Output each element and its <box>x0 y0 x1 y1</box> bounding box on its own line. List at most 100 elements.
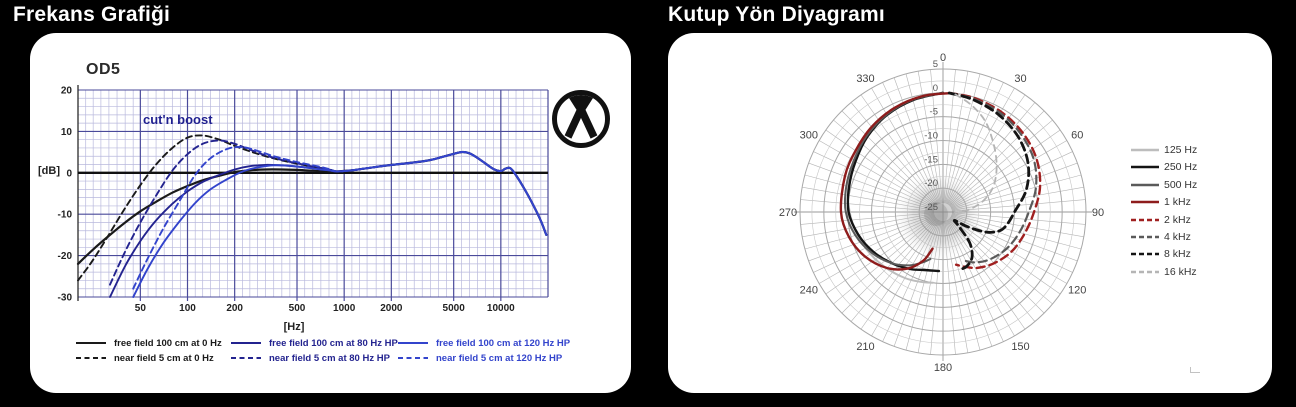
legend-item: 125 Hz <box>1130 143 1197 157</box>
svg-text:0: 0 <box>933 83 938 94</box>
dashed-line-swatch <box>231 357 261 359</box>
cut-n-boost-annotation: cut'n boost <box>143 112 213 127</box>
legend-label: 16 kHz <box>1164 265 1197 278</box>
svg-text:500: 500 <box>289 303 306 314</box>
austrian-audio-logo-icon <box>552 90 610 148</box>
polar-curve-8-khz <box>947 91 1031 271</box>
polar-curves <box>839 91 1042 284</box>
right-panel-title: Kutup Yön Diyagramı <box>668 3 885 26</box>
svg-text:270: 270 <box>779 207 797 219</box>
svg-text:5: 5 <box>933 59 938 70</box>
legend-label: 1 kHz <box>1164 196 1191 209</box>
solid-line-swatch <box>1131 148 1159 152</box>
center-watermark <box>892 169 986 263</box>
legend-label: near field 5 cm at 0 Hz <box>114 352 214 364</box>
legend-item: near field 5 cm at 120 Hz HP <box>397 352 562 364</box>
svg-text:330: 330 <box>856 73 874 85</box>
grid <box>77 85 549 301</box>
svg-text:30: 30 <box>1014 73 1026 85</box>
svg-text:-5: -5 <box>930 107 938 118</box>
legend-item: 2 kHz <box>1130 213 1191 227</box>
svg-text:180: 180 <box>934 362 952 374</box>
left-panel-title: Frekans Grafiği <box>13 3 171 26</box>
svg-text:150: 150 <box>1011 341 1029 353</box>
solid-line-swatch <box>1131 183 1159 186</box>
legend-item: 8 kHz <box>1130 247 1191 261</box>
frequency-chart-panel: 20 10 0 -10 -20 -30 50 100 200 500 1000 2000 5000 100… <box>30 33 631 393</box>
dashed-line-swatch <box>1131 270 1159 273</box>
curve-near-field-5-cm-at-80-hz-hp <box>109 139 548 286</box>
curves <box>76 134 548 298</box>
solid-line-swatch <box>1131 166 1159 169</box>
svg-text:-30: -30 <box>58 293 73 304</box>
dashed-line-swatch <box>1131 253 1159 256</box>
legend-label: 2 kHz <box>1164 213 1191 226</box>
polar-curve-4-khz <box>948 91 1038 264</box>
solid-line-swatch <box>1131 200 1159 204</box>
curve-near-field-5-cm-at-120-hz-hp <box>132 146 548 290</box>
legend-item: 16 kHz <box>1130 265 1197 279</box>
svg-text:0: 0 <box>940 52 946 64</box>
svg-text:-20: -20 <box>924 178 938 189</box>
legend-label: near field 5 cm at 80 Hz HP <box>269 352 390 364</box>
polar-pattern-panel: 0 30 60 90 120 150 180 210 240 270 300 330 5 0 -5 -10 -1… <box>668 33 1272 393</box>
svg-text:0: 0 <box>66 168 72 179</box>
radial-labels: 5 0 -5 -10 -15 -20 -25 <box>924 59 938 213</box>
polar-pattern-chart: 030609012015018021024027030033050-5-10-1… <box>779 52 1104 374</box>
solid-line-swatch <box>231 342 261 344</box>
svg-text:1000: 1000 <box>333 303 356 314</box>
svg-text:-25: -25 <box>924 202 938 213</box>
legend-item: 4 kHz <box>1130 230 1191 244</box>
svg-text:210: 210 <box>856 341 874 353</box>
legend-label: 125 Hz <box>1164 144 1198 156</box>
svg-text:90: 90 <box>1092 207 1104 219</box>
svg-text:120: 120 <box>1068 285 1086 297</box>
dashed-line-swatch <box>1131 218 1159 221</box>
svg-text:-20: -20 <box>58 251 73 262</box>
svg-text:200: 200 <box>226 303 243 314</box>
svg-text:-10: -10 <box>924 131 938 142</box>
legend-item: free field 100 cm at 80 Hz HP <box>230 337 398 349</box>
svg-text:10000: 10000 <box>487 303 515 314</box>
svg-text:100: 100 <box>179 303 196 314</box>
svg-text:60: 60 <box>1071 130 1083 142</box>
polar-curve-16-khz <box>954 93 998 214</box>
dashed-line-swatch <box>1131 235 1159 239</box>
polar-curve-1-khz <box>839 91 953 271</box>
dashed-line-swatch <box>398 357 428 359</box>
legend-label: free field 100 cm at 120 Hz HP <box>436 337 571 349</box>
svg-text:20: 20 <box>61 86 73 97</box>
chart-model-label: OD5 <box>86 61 121 78</box>
legend-item: free field 100 cm at 0 Hz <box>75 337 222 349</box>
solid-line-swatch <box>398 342 428 344</box>
svg-text:10: 10 <box>61 127 73 138</box>
legend-label: 500 Hz <box>1164 178 1198 191</box>
legend-label: free field 100 cm at 80 Hz HP <box>269 337 398 349</box>
svg-text:2000: 2000 <box>380 303 403 314</box>
polar-curve-2-khz <box>948 91 1042 270</box>
svg-text:50: 50 <box>135 303 147 314</box>
angle-labels: 0 30 60 90 120 150 180 210 240 270 300 330 <box>779 52 1104 374</box>
legend-label: 4 kHz <box>1164 231 1191 243</box>
legend-item: near field 5 cm at 80 Hz HP <box>230 352 390 364</box>
polar-curve-500-hz <box>843 91 944 267</box>
legend-label: 8 kHz <box>1164 248 1191 261</box>
legend-item: near field 5 cm at 0 Hz <box>75 352 214 364</box>
legend-label: 250 Hz <box>1164 161 1198 174</box>
x-axis-unit-label: [Hz] <box>283 321 305 333</box>
svg-text:240: 240 <box>800 285 818 297</box>
dashed-line-swatch <box>76 357 106 359</box>
legend-item: 1 kHz <box>1130 195 1191 209</box>
svg-text:300: 300 <box>800 130 818 142</box>
legend-label: near field 5 cm at 120 Hz HP <box>436 352 563 364</box>
legend-item: 250 Hz <box>1130 160 1197 174</box>
legend-label: free field 100 cm at 0 Hz <box>114 337 222 349</box>
solid-line-swatch <box>76 342 106 344</box>
svg-text:-15: -15 <box>924 154 938 165</box>
corner-mark <box>1190 367 1200 373</box>
legend-item: free field 100 cm at 120 Hz HP <box>397 337 570 349</box>
svg-text:-10: -10 <box>58 210 73 221</box>
